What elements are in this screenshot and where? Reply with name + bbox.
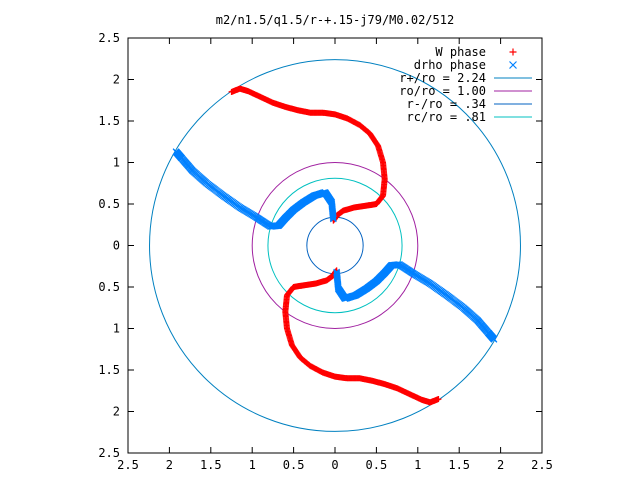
x-tick-label: 1 — [249, 458, 256, 472]
circle-rc-ratio — [267, 177, 403, 314]
x-tick-label: 2.5 — [117, 458, 139, 472]
axes-ticks: 2.5 2 1.5 1 0.5 0 0.5 1 1.5 2 2.52.521.510.500.511… — [98, 31, 553, 472]
series-layer — [172, 85, 498, 406]
legend-label: W phase — [435, 45, 486, 59]
chart-title: m2/n1.5/q1.5/r-+.15-j79/M0.02/512 — [216, 13, 454, 27]
series-W-phase — [228, 85, 442, 406]
x-tick-label: 2.5 — [531, 458, 553, 472]
legend-marker — [509, 48, 517, 56]
legend-marker — [509, 61, 517, 69]
x-tick-label: 1.5 — [448, 458, 470, 472]
y-tick-label: 0.5 — [98, 280, 120, 294]
x-tick-label: 2 — [497, 458, 504, 472]
x-tick-label: 1.5 — [200, 458, 222, 472]
y-tick-label: 1 — [113, 322, 120, 336]
circle-ro-ratio — [251, 162, 419, 329]
y-tick-label: 1.5 — [98, 114, 120, 128]
circle-r-ratio — [149, 59, 521, 432]
data-point — [333, 268, 341, 276]
data-point — [329, 214, 337, 222]
series-drho-phase — [172, 148, 498, 343]
y-tick-label: 2.5 — [98, 446, 120, 460]
legend-label: r+/ro = 2.24 — [399, 71, 486, 85]
x-tick-label: 1 — [414, 458, 421, 472]
x-tick-label: 0.5 — [283, 458, 305, 472]
data-point — [333, 271, 341, 278]
y-tick-label: 0 — [113, 239, 120, 253]
x-tick-label: 0.5 — [366, 458, 388, 472]
y-tick-label: 0.5 — [98, 197, 120, 211]
x-tick-label: 2 — [166, 458, 173, 472]
y-tick-label: 2 — [113, 405, 120, 419]
data-point — [329, 215, 337, 223]
x-tick-label: 0 — [331, 458, 338, 472]
data-point — [333, 269, 341, 277]
legend-label: rc/ro = .81 — [407, 110, 486, 124]
circle-r-ratio — [306, 216, 364, 275]
y-tick-label: 1.5 — [98, 363, 120, 377]
y-tick-label: 2.5 — [98, 31, 120, 45]
legend-label: ro/ro = 1.00 — [399, 84, 486, 98]
legend-label: r-/ro = .34 — [407, 97, 486, 111]
y-tick-label: 1 — [113, 156, 120, 170]
data-point — [329, 213, 337, 220]
legend-label: drho phase — [414, 58, 486, 72]
y-tick-label: 2 — [113, 73, 120, 87]
